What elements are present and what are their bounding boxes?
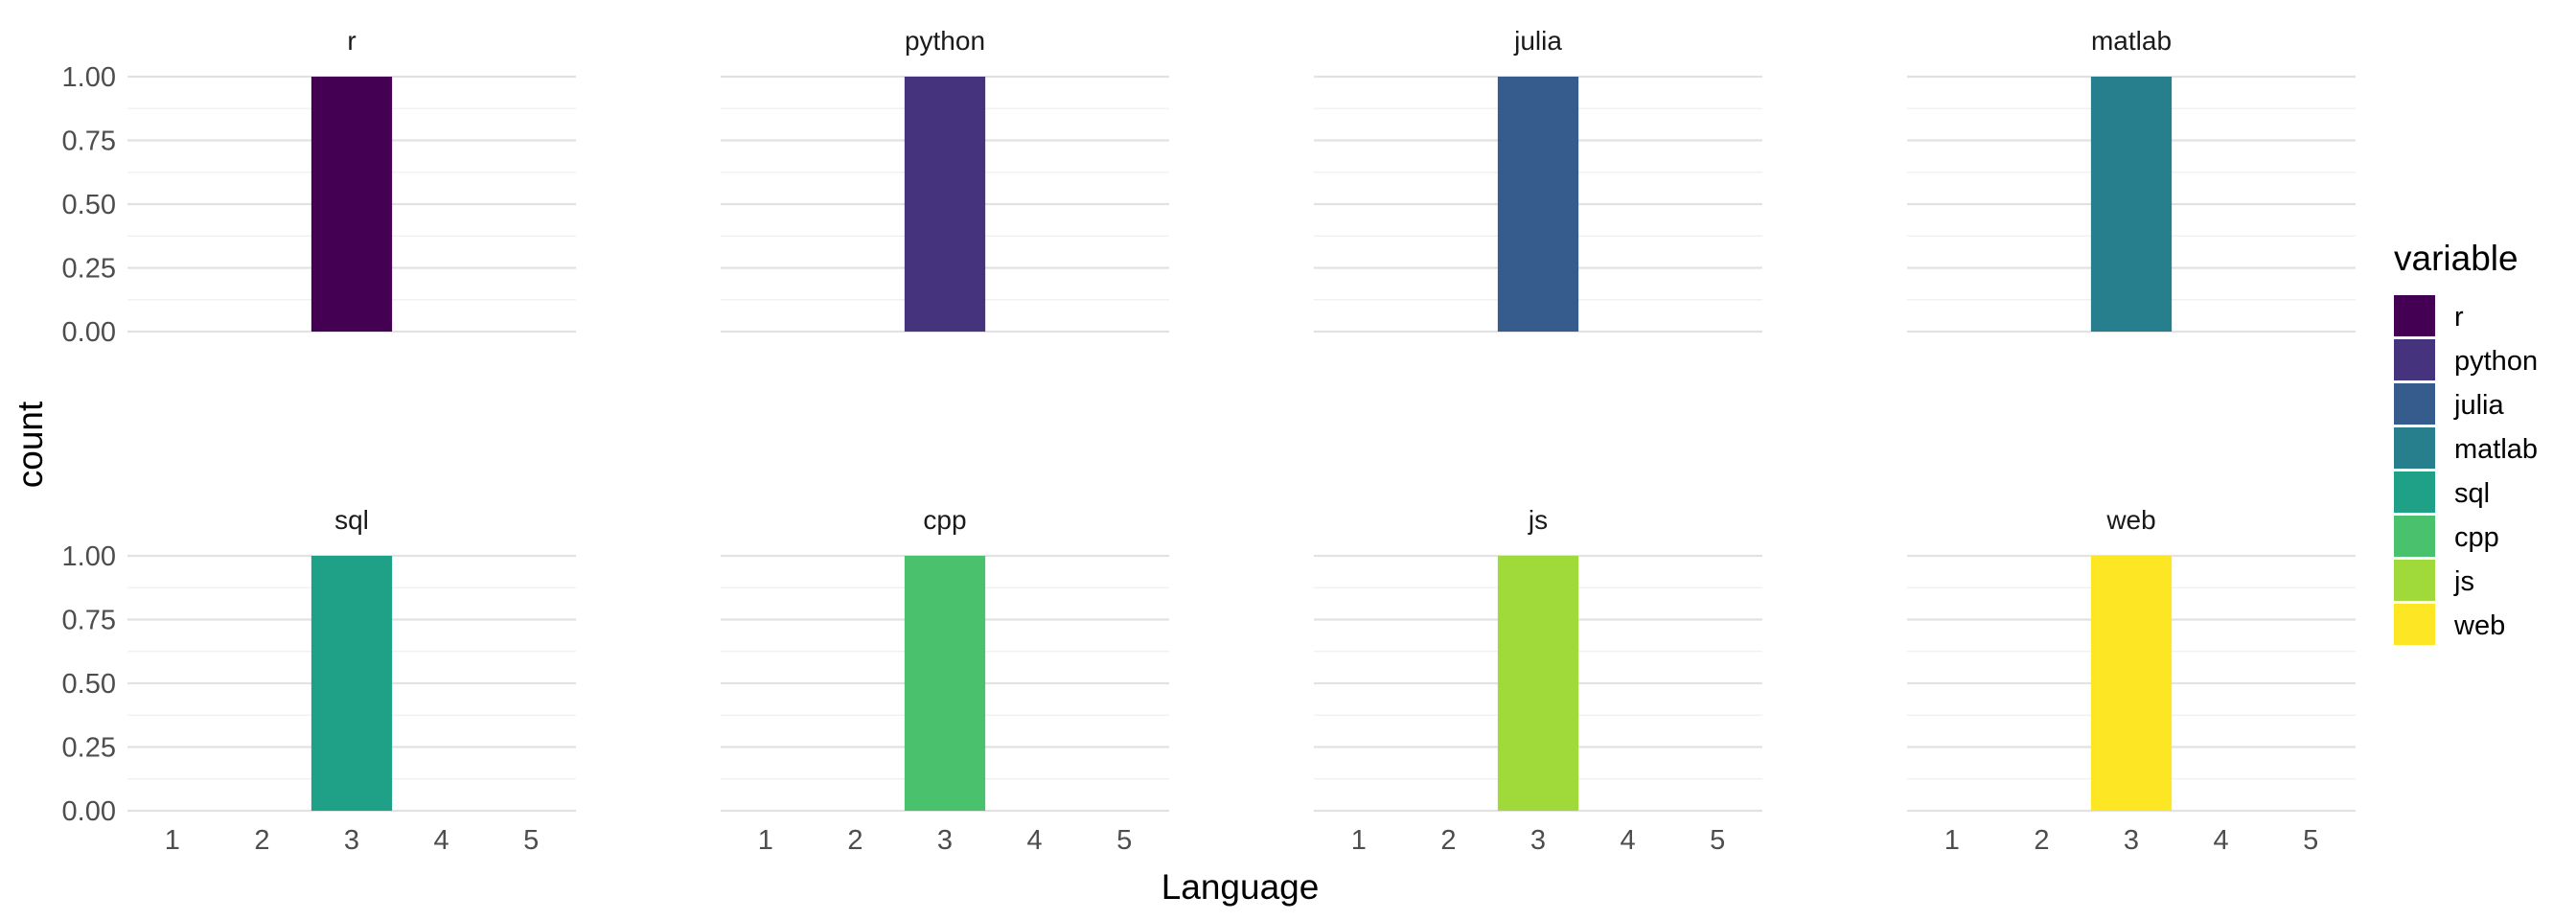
x-tick-label: 5 [2303,825,2318,856]
x-tick-label: 3 [2124,825,2139,856]
x-tick-label: 2 [1440,825,1456,856]
bar-cpp-x3 [904,556,986,811]
bar-js-x3 [1497,556,1579,811]
legend-key-python [2394,339,2435,380]
x-tick-label: 5 [1710,825,1725,856]
facet-title: web [2105,505,2155,535]
legend-key-web [2394,604,2435,645]
facet-panel-cpp: cpp 1 2 3 4 5 [721,505,1169,856]
legend-label: sql [2454,478,2490,509]
bar-web-x3 [2090,556,2173,811]
legend-key-cpp [2394,516,2435,557]
legend-label: python [2454,346,2538,377]
legend-label: r [2454,302,2464,333]
facet-panels: r 0.00 0.25 0.50 0.75 1.00 python julia matlab sq… [62,26,2356,856]
x-tick-label: 4 [1621,825,1636,856]
x-tick-label: 5 [523,825,539,856]
facet-title: python [905,26,985,56]
x-tick-label: 1 [1944,825,1960,856]
facet-title: js [1528,505,1548,535]
x-tick-label: 3 [344,825,359,856]
facet-panel-julia: julia [1314,26,1762,334]
bar-python-x3 [904,77,986,332]
facet-title: julia [1513,26,1562,56]
x-tick-label: 1 [758,825,773,856]
bar-sql-x3 [310,556,393,811]
y-tick-label: 0.25 [62,254,116,285]
x-tick-label: 3 [937,825,953,856]
facet-panel-js: js 1 2 3 4 5 [1314,505,1762,856]
x-tick-label: 2 [847,825,862,856]
facet-title: sql [334,505,369,535]
legend-label: cpp [2454,522,2499,553]
x-tick-label: 1 [165,825,180,856]
legend-key-r [2394,295,2435,336]
x-tick-label: 5 [1116,825,1132,856]
bar-r-x3 [310,77,393,332]
y-tick-label: 1.00 [62,62,116,93]
y-tick-label: 0.00 [62,317,116,348]
legend-key-sql [2394,472,2435,513]
x-axis-title: Language [1162,867,1320,907]
x-tick-label: 2 [2034,825,2049,856]
facet-panel-web: web 1 2 3 4 5 [1907,505,2356,856]
x-tick-label: 1 [1351,825,1367,856]
legend-key-matlab [2394,427,2435,469]
y-tick-label: 0.50 [62,190,116,220]
y-tick-label: 0.75 [62,606,116,636]
y-tick-label: 0.00 [62,796,116,827]
y-axis-title: count [11,401,50,488]
x-tick-label: 4 [1027,825,1043,856]
facet-panel-sql: sql 0.00 0.25 0.50 0.75 1.00 1 2 3 4 5 [62,505,576,856]
facet-title: cpp [923,505,966,535]
legend-label: js [2453,566,2474,597]
legend-key-js [2394,560,2435,601]
y-tick-label: 0.75 [62,126,116,157]
legend-label: julia [2453,390,2504,421]
legend-label: matlab [2454,434,2538,465]
legend-key-julia [2394,383,2435,425]
x-tick-label: 4 [434,825,449,856]
x-tick-label: 3 [1530,825,1546,856]
facet-panel-matlab: matlab [1907,26,2356,334]
legend: variable r python julia matlab sql cpp js web [2394,239,2538,645]
legend-label: web [2453,610,2505,641]
bar-julia-x3 [1497,77,1579,332]
y-tick-label: 1.00 [62,541,116,572]
legend-title: variable [2394,239,2518,278]
x-tick-label: 4 [2214,825,2229,856]
facet-title: matlab [2091,26,2172,56]
facet-title: r [347,26,356,56]
bar-matlab-x3 [2090,77,2173,332]
y-tick-label: 0.50 [62,669,116,700]
x-tick-label: 2 [254,825,269,856]
y-tick-label: 0.25 [62,733,116,764]
facet-panel-python: python [721,26,1169,334]
facet-panel-r: r 0.00 0.25 0.50 0.75 1.00 [62,26,576,348]
